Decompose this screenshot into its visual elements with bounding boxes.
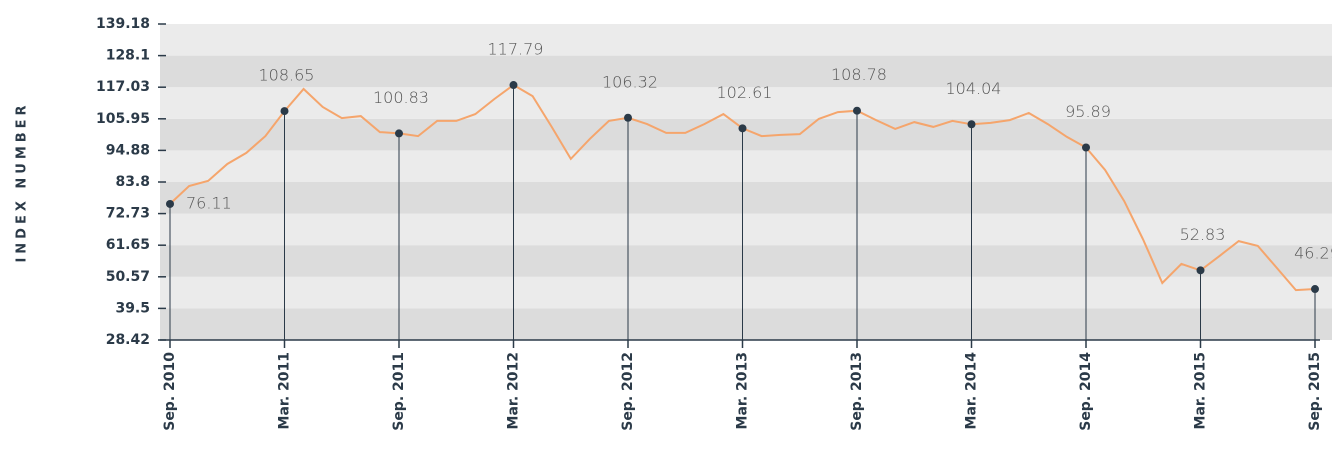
y-tick-label: 94.88 [106,142,150,158]
marker [853,106,861,115]
marker [1311,285,1319,294]
y-tick-label: 83.8 [115,174,150,190]
x-tick-label: Mar. 2013 [735,352,751,429]
value-label: 95.89 [1065,102,1111,121]
value-label: 46.29 [1294,244,1332,263]
x-tick-label: Sep. 2011 [391,352,407,431]
band [160,276,1332,309]
y-tick-label: 28.42 [106,332,150,348]
band [160,245,1332,277]
band [160,87,1332,119]
y-tick-label: 39.5 [115,300,150,316]
value-label: 108.65 [259,66,315,85]
value-label: 117.79 [488,40,544,59]
marker [967,120,976,129]
x-tick-label: Sep. 2012 [620,352,636,431]
marker [1196,266,1205,275]
x-tick-label: Sep. 2015 [1307,352,1323,431]
value-label: 108.78 [831,65,887,84]
y-tick-label: 117.03 [96,79,150,95]
x-tick-label: Mar. 2015 [1193,352,1209,429]
value-label: 52.83 [1180,225,1226,244]
value-label: 102.61 [717,83,773,102]
marker [509,81,518,90]
x-tick-label: Mar. 2012 [506,352,522,429]
marker [738,124,747,133]
band [160,182,1332,214]
band [160,150,1332,182]
y-tick-label: 50.57 [106,269,150,285]
marker [166,199,174,208]
y-tick-label: 128.1 [106,48,150,64]
band [160,213,1332,246]
y-tick-label: 61.65 [106,237,150,253]
band [160,308,1332,340]
x-tick-label: Mar. 2011 [277,352,293,429]
x-tick-label: Mar. 2014 [964,352,980,430]
value-label: 104.04 [946,79,1002,98]
band [160,24,1332,56]
y-axis-title: INDEX NUMBER [15,101,30,262]
x-tick-label: Sep. 2010 [162,352,178,431]
marker [1082,143,1090,152]
x-tick-label: Sep. 2013 [849,352,865,431]
y-tick-label: 105.95 [96,111,150,127]
value-label: 106.32 [602,72,658,91]
band [160,118,1332,151]
marker [395,129,403,138]
band [160,55,1332,88]
marker [280,107,289,116]
value-label: 76.11 [186,193,232,212]
x-tick-label: Sep. 2014 [1078,352,1094,431]
marker [624,113,632,122]
value-label: 100.83 [373,88,429,107]
y-tick-label: 72.73 [106,206,150,222]
y-tick-label: 139.18 [96,16,150,32]
